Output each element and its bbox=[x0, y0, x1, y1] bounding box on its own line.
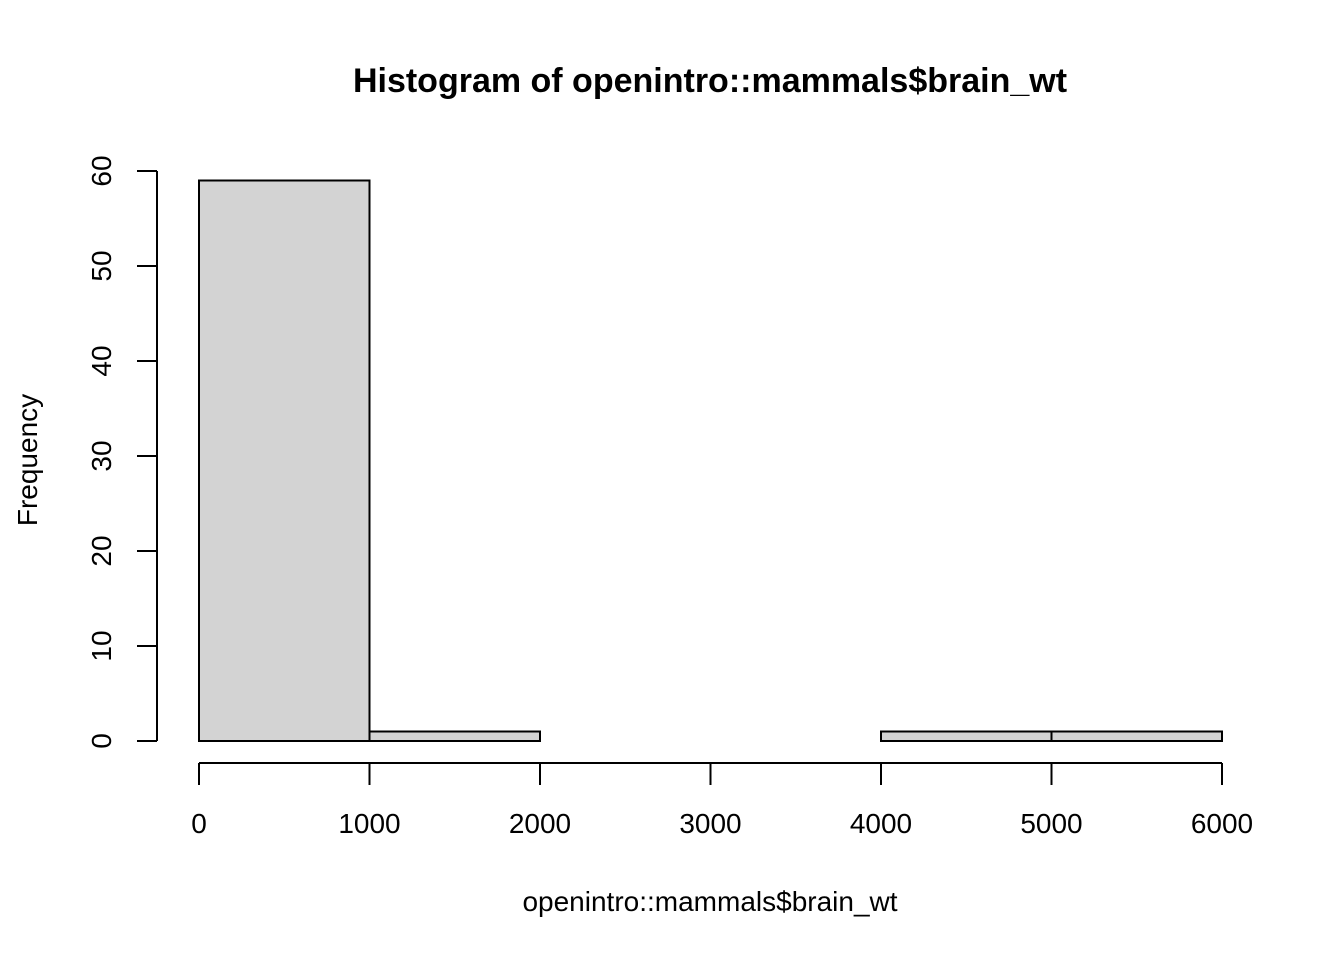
y-axis-title: Frequency bbox=[12, 394, 43, 526]
y-tick-label: 40 bbox=[86, 345, 117, 376]
y-tick-label: 20 bbox=[86, 535, 117, 566]
y-tick-label: 30 bbox=[86, 440, 117, 471]
x-axis-title: openintro::mammals$brain_wt bbox=[522, 886, 897, 917]
y-tick-label: 10 bbox=[86, 630, 117, 661]
x-tick-label: 3000 bbox=[679, 808, 741, 839]
x-axis: 0 1000 2000 3000 4000 5000 6000 bbox=[191, 762, 1253, 839]
y-tick-label: 60 bbox=[86, 155, 117, 186]
y-axis: 0 10 20 30 40 50 60 bbox=[86, 155, 158, 749]
histogram-bar-0 bbox=[198, 179, 371, 742]
chart-title: Histogram of openintro::mammals$brain_wt bbox=[353, 62, 1067, 100]
y-tick-label: 0 bbox=[86, 733, 117, 749]
x-tick-label: 5000 bbox=[1020, 808, 1082, 839]
histogram-bar-1 bbox=[368, 730, 541, 742]
histogram-bar-5 bbox=[1050, 730, 1223, 742]
x-tick-label: 0 bbox=[191, 808, 207, 839]
y-tick-label: 50 bbox=[86, 250, 117, 281]
x-tick-label: 4000 bbox=[850, 808, 912, 839]
x-tick-label: 6000 bbox=[1191, 808, 1253, 839]
x-tick-label: 1000 bbox=[338, 808, 400, 839]
x-tick-label: 2000 bbox=[509, 808, 571, 839]
histogram-bar-4 bbox=[880, 730, 1053, 742]
bars-group bbox=[198, 179, 1223, 742]
